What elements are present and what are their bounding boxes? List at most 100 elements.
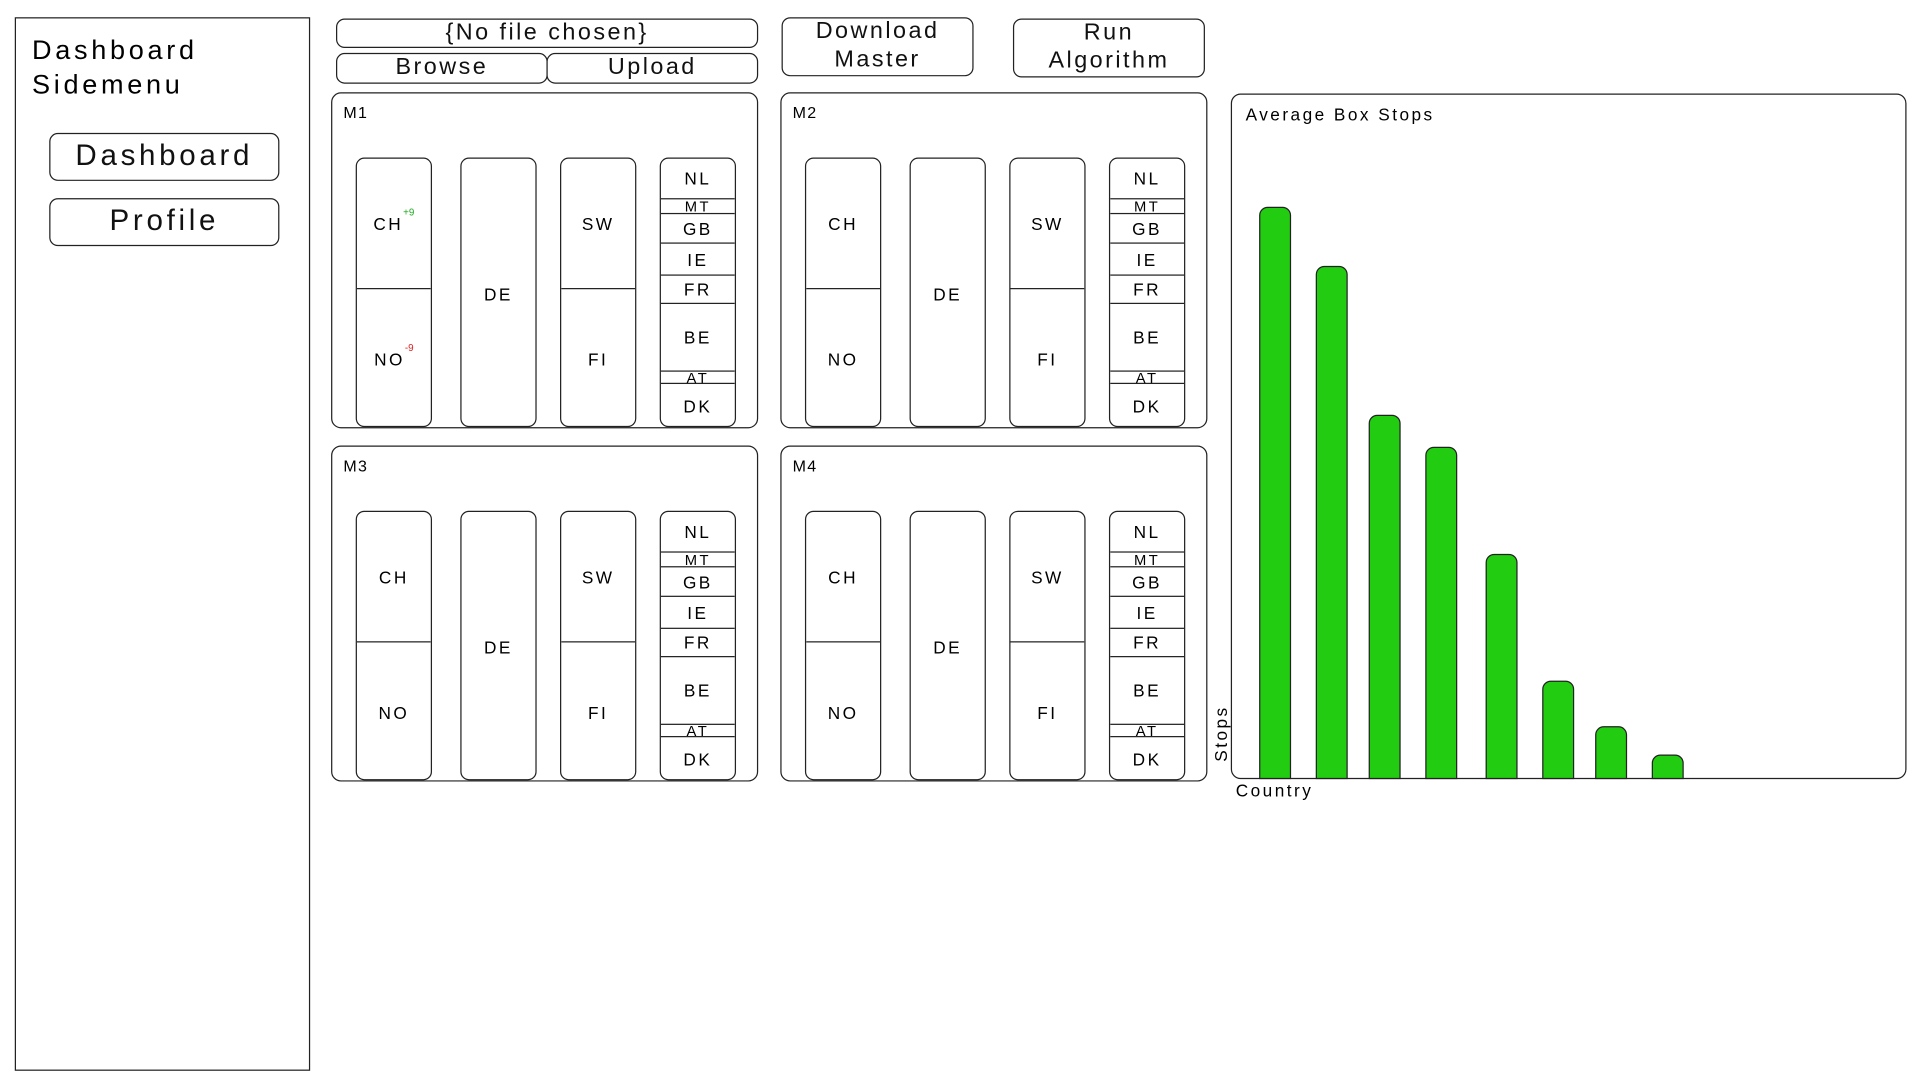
slot-label: CH [828, 213, 859, 234]
slot-label: CH [828, 566, 859, 587]
slot-label: NL [1133, 168, 1161, 189]
slot-label: GB [682, 571, 713, 592]
sidebar: Dashboard Sidemenu Dashboard Profile [14, 17, 311, 1071]
lane-slot: MT [1110, 197, 1185, 215]
slot-label: GB [1132, 571, 1163, 592]
slot-label: FR [683, 279, 712, 300]
lane-slot: FR [660, 627, 735, 656]
lane-slot: FI [561, 288, 636, 426]
lane-slot: SW [1010, 159, 1084, 288]
lane-slot: SW [561, 159, 635, 288]
file-status: {No file chosen} [336, 18, 759, 49]
machine-panel: M4 CH NO DE SW FI NL MT GB IE FR BE AT DK [780, 445, 1208, 782]
machine-panel: M3 CH NO DE SW FI NL MT GB IE FR BE AT DK [331, 445, 759, 782]
slot-label: AT [1135, 721, 1159, 740]
lane-slot: AT [660, 721, 735, 740]
download-button[interactable]: Download Master [781, 17, 974, 77]
slot-label: AT [686, 368, 710, 386]
slot-label: DK [1132, 749, 1162, 770]
lane: NL MT GB IE FR BE AT DK [659, 157, 737, 428]
lane-slot: MT [660, 550, 735, 569]
browse-button[interactable]: Browse [336, 52, 548, 84]
lane-slot: GB [1110, 212, 1185, 243]
lane: CH NO [804, 510, 882, 781]
slot-label: BE [683, 327, 712, 348]
nav-button[interactable]: Profile [49, 198, 280, 247]
slot-label: SW [1031, 213, 1064, 234]
slot-label: NO [827, 702, 859, 722]
lane-slot: NL [1110, 159, 1184, 198]
slot-label: MT [684, 550, 711, 569]
lane-slot: IE [1110, 242, 1185, 274]
slot-label: FR [1133, 632, 1162, 653]
slot-label: FI [588, 348, 609, 369]
slot-label: FR [1133, 279, 1162, 300]
lane-slot: FR [660, 274, 735, 302]
slot-label: DK [683, 396, 713, 417]
lane-slot: NO [806, 641, 881, 779]
slot-label: SW [1031, 566, 1064, 587]
lane-slot: DK [1110, 736, 1185, 779]
lane-slot: AT [1110, 370, 1185, 385]
slot-label: FI [1037, 702, 1058, 722]
slot-label: MT [1133, 550, 1161, 569]
slot-label: DE [933, 636, 963, 657]
lane-slot: NO [806, 288, 881, 426]
chart-title: Average Box Stops [1245, 104, 1435, 125]
lane-slot: IE [1110, 595, 1185, 628]
bar [1259, 206, 1292, 780]
slot-label: CH [378, 566, 409, 587]
lane: DE [909, 510, 986, 781]
slot-label: NL [684, 521, 712, 542]
slot-label: MT [684, 197, 711, 215]
lane-slot: CH [806, 159, 880, 288]
lane-slot: FI [561, 641, 636, 779]
lane-slot: FI [1010, 641, 1085, 779]
lane-slot: GB [660, 212, 735, 243]
slot-label: DE [484, 283, 513, 304]
lane-slot: AT [660, 368, 735, 386]
slot-label: NL [684, 168, 712, 189]
lane: CH +9 NO -9 [355, 157, 433, 428]
machine-panel: M1 CH +9 NO -9 DE SW FI NL MT GB IE FR BE AT DK [331, 92, 759, 429]
run-button[interactable]: Run Algorithm [1012, 18, 1205, 78]
slot-label: SW [581, 566, 615, 587]
lane-slot: CH +9 [357, 159, 431, 288]
lane-slot: GB [660, 566, 735, 596]
slot-delta: +9 [403, 206, 415, 218]
lane-slot: CH [806, 512, 880, 641]
x-axis-label: Country [1235, 780, 1314, 801]
slot-label: DK [683, 749, 713, 770]
slot-label: AT [686, 721, 710, 740]
lane-slot: DE [462, 512, 536, 779]
slot-label: MT [1133, 197, 1161, 215]
lane-slot: MT [1110, 550, 1185, 569]
machine-panel: M2 CH NO DE SW FI NL MT GB IE FR BE AT DK [780, 92, 1208, 429]
upload-button[interactable]: Upload [546, 52, 759, 84]
lane: SW FI [560, 510, 637, 781]
slot-label: FR [683, 632, 712, 653]
nav-button[interactable]: Dashboard [49, 132, 280, 181]
lane: DE [909, 157, 986, 428]
lane-slot: DK [1110, 382, 1185, 426]
slot-label: IE [1136, 249, 1158, 269]
slot-delta: -9 [404, 342, 414, 354]
lane-slot: DK [660, 382, 735, 426]
chart-panel: Average Box Stops [1230, 93, 1907, 780]
slot-label: DK [1132, 396, 1162, 417]
lane-slot: CH [357, 512, 431, 641]
slot-label: DE [484, 636, 513, 657]
lane-slot: DE [911, 512, 985, 779]
machine-name: M1 [343, 103, 369, 122]
bar [1315, 265, 1348, 780]
lane-slot: FI [1010, 288, 1085, 426]
lane-slot: FR [1110, 627, 1185, 656]
slot-label: NO [827, 348, 859, 369]
bar [1651, 754, 1684, 780]
slot-label: CH [373, 213, 404, 234]
lane-slot: NO [356, 641, 431, 779]
slot-label: NL [1133, 521, 1161, 542]
slot-label: DE [933, 283, 963, 304]
lane: NL MT GB IE FR BE AT DK [1108, 510, 1186, 781]
slot-label: IE [687, 249, 709, 269]
